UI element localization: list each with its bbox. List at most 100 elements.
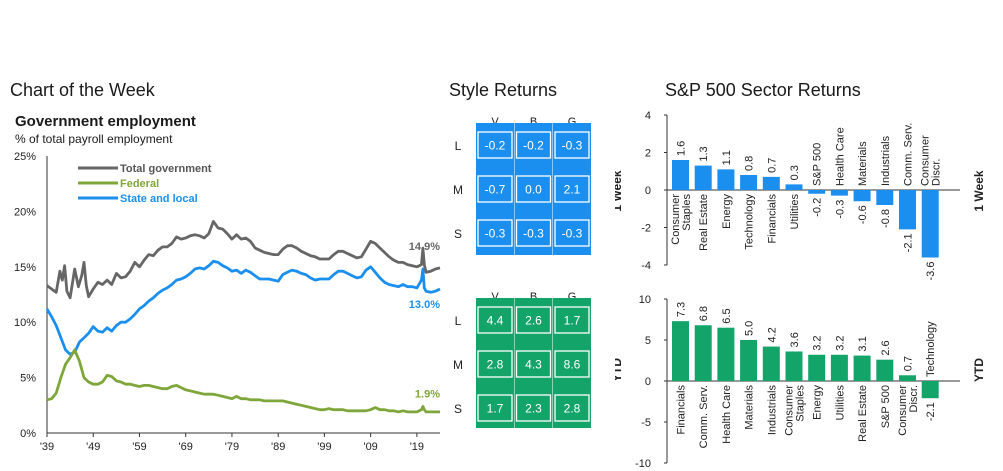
bar-value-label: 0.3 [789, 165, 801, 180]
legend-label: Total government [120, 163, 212, 175]
sector-bar [762, 176, 780, 190]
style-cell-value: 2.6 [525, 314, 542, 328]
grid-row-header: L [455, 139, 462, 153]
bar-y-tick-label: -5 [641, 417, 651, 429]
style-cell-value: -0.2 [523, 139, 544, 153]
y-tick-label: 25% [14, 151, 36, 163]
style-cell [553, 298, 591, 342]
sector-returns-title: S&P 500 Sector Returns [665, 80, 861, 100]
bar-category-label: Financials [676, 385, 688, 435]
style-cell [514, 123, 553, 167]
grid-column-header: V [491, 291, 499, 303]
bar-category-label: Real Estate [857, 385, 869, 442]
bar-category-label: ConsumerDiscr. [920, 135, 943, 186]
bar-value-label: 7.3 [676, 302, 688, 317]
line-chart-title: Government employment [15, 113, 196, 130]
bar-y-tick-label: 10 [639, 294, 651, 306]
style-cell-value: 1.7 [487, 402, 504, 416]
sector-bar [672, 321, 689, 381]
sector-bar [740, 340, 758, 381]
grid-row-header: S [454, 227, 462, 241]
bar-value-label: -3.6 [925, 262, 937, 281]
sector-bar [876, 190, 894, 205]
bar-category-label: Energy [721, 194, 733, 229]
style-cell-frame [554, 175, 590, 203]
sector-bar [921, 381, 939, 399]
bar-axis-title: 1 Week [615, 170, 624, 211]
style-cell-value: -0.3 [523, 227, 544, 241]
style-cell-frame [515, 394, 552, 422]
bar-value-label: -2.1 [925, 402, 937, 421]
bar-category-label: ConsumerStaples [670, 194, 693, 245]
style-cell-frame [477, 306, 513, 334]
style-cell-frame [477, 131, 513, 159]
style-cell [553, 342, 591, 386]
style-cell-value: 0.0 [525, 183, 542, 197]
style-cell-frame [477, 350, 513, 378]
bar-value-label: 0.8 [744, 156, 756, 171]
x-tick-label: '39 [40, 441, 54, 453]
style-cell-frame [554, 306, 590, 334]
style-cell-frame [515, 219, 552, 247]
x-tick-label: '89 [271, 441, 285, 453]
sector-bar [876, 359, 894, 381]
grid-row-header: S [454, 402, 462, 416]
sector-bar [899, 375, 916, 381]
sector-bar [717, 327, 735, 381]
bar-value-label: 2.6 [880, 340, 892, 355]
grid-column-header: B [530, 116, 537, 128]
style-cell [514, 342, 553, 386]
grid-column-header: G [568, 291, 577, 303]
sector-bar [785, 184, 803, 190]
bar-category-label: Industrials [880, 135, 892, 186]
legend-label: Federal [120, 178, 159, 190]
bar-value-label: 1.6 [676, 141, 688, 156]
grid-row-header: M [453, 358, 463, 372]
bar-value-label: 0.7 [903, 356, 915, 371]
sector-bar [785, 351, 803, 381]
bar-y-tick-label: -2 [641, 223, 651, 235]
grid-column-header: G [568, 116, 577, 128]
series-line [45, 259, 441, 356]
style-cell-frame [477, 175, 513, 203]
bar-category-label: ConsumerDiscr. [897, 385, 920, 436]
x-tick-label: '19 [410, 441, 424, 453]
bar-value-label: -0.2 [812, 198, 824, 217]
style-cell-frame [515, 350, 552, 378]
x-tick-label: '09 [363, 441, 377, 453]
y-tick-label: 10% [14, 317, 36, 329]
style-cell-value: 4.3 [525, 358, 542, 372]
bar-value-label: 3.6 [789, 332, 801, 347]
style-cell-value: -0.3 [562, 227, 583, 241]
style-cell-frame [554, 394, 590, 422]
y-tick-label: 15% [14, 262, 36, 274]
x-tick-label: '49 [86, 441, 100, 453]
style-cell-frame [554, 350, 590, 378]
bar-category-label: Materials [744, 385, 756, 430]
bar-category-label: Comm. Serv. [903, 123, 915, 186]
sector-bar [717, 169, 735, 190]
bar-axis-title: 1 Week [972, 170, 986, 211]
bar-value-label: 6.5 [721, 308, 733, 323]
style-cell-value: -0.7 [485, 183, 506, 197]
bar-y-tick-label: 2 [645, 148, 651, 160]
sector-bar [830, 354, 848, 381]
style-cell [476, 123, 514, 167]
style-cell [514, 298, 553, 342]
bar-value-label: 6.8 [698, 306, 710, 321]
sector-bar [899, 190, 916, 230]
bar-value-label: 3.1 [857, 336, 869, 351]
series-line [46, 348, 440, 414]
bar-axis-title: YTD [972, 358, 986, 382]
grid-row-header: M [453, 183, 463, 197]
x-tick-label: '79 [225, 441, 239, 453]
style-cell-frame [515, 131, 552, 159]
style-cell [476, 167, 514, 211]
bar-value-label: 3.2 [812, 335, 824, 350]
grid-column-header: V [491, 116, 499, 128]
sector-bar [853, 190, 871, 202]
sector-bar [830, 190, 848, 196]
chart-of-week-title: Chart of the Week [10, 80, 155, 100]
sector-bar [740, 175, 758, 190]
series-line [46, 220, 441, 300]
